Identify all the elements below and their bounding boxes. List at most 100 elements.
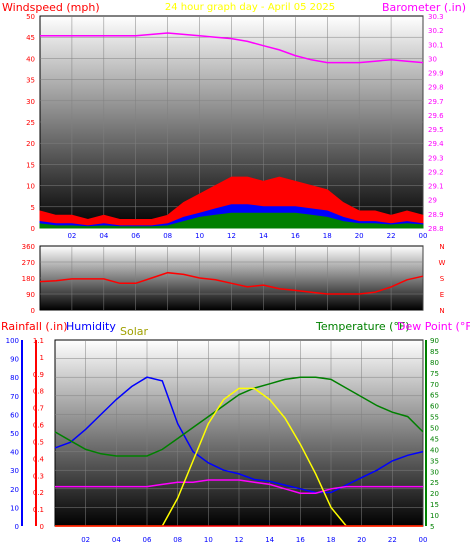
- compass-label: S: [440, 275, 445, 283]
- rainfall-tick-label: 0.5: [33, 438, 44, 446]
- humidity-series-line: [54, 376, 424, 494]
- windspeed-tick-label: 35: [26, 77, 35, 85]
- barometer-tick-label: 30.1: [428, 41, 444, 49]
- windspeed-axis-label: Windspeed (mph): [2, 1, 100, 14]
- temperature-tick-label: 40: [430, 446, 439, 454]
- temperature-axis-label: Temperature (°F): [315, 320, 410, 333]
- temperature-tick-label: 15: [430, 501, 439, 509]
- humidity-tick-label: 90: [10, 356, 19, 364]
- compass-label: N: [439, 307, 444, 315]
- barometer-tick-label: 29.3: [428, 154, 444, 162]
- hour-tick-label: 16: [291, 232, 300, 240]
- climate-grid: [55, 340, 424, 526]
- temperature-tick-label: 20: [430, 490, 439, 498]
- temperature-tick-label: 90: [430, 337, 439, 345]
- hour-tick-label: 22: [387, 232, 396, 240]
- barometer-tick-label: 29.7: [428, 98, 444, 106]
- temperature-tick-label: 50: [430, 425, 439, 433]
- humidity-tick-label: 70: [10, 393, 19, 401]
- windspeed-tick-label: 20: [26, 140, 35, 148]
- barometer-tick-label: 28.8: [428, 225, 444, 233]
- temperature-tick-label: 25: [430, 479, 439, 487]
- humidity-tick-label: 10: [10, 504, 19, 512]
- windspeed-tick-label: 25: [26, 119, 35, 127]
- hour-tick-label: 18: [327, 536, 336, 544]
- hour-tick-label: 06: [143, 536, 152, 544]
- windspeed-tick-label: 40: [26, 55, 35, 63]
- wind-series: [39, 32, 424, 229]
- barometer-tick-label: 30.2: [428, 27, 444, 35]
- humidity-y-ticks: 0 10 20 30 40 50 60 70 80 90 100: [6, 337, 19, 531]
- dew-point-axis-label: Dew Point (°F): [397, 320, 470, 333]
- climate-x-ticks: 02 04 06 08 10 12 14 16 18 20 22 00: [81, 536, 427, 544]
- hour-tick-label: 18: [323, 232, 332, 240]
- humidity-tick-label: 20: [10, 486, 19, 494]
- rainfall-tick-label: 1: [40, 354, 44, 362]
- temperature-tick-label: 80: [430, 359, 439, 367]
- wind-y-ticks: 0 5 10 15 20 25 30 35 40 45 50: [26, 13, 35, 233]
- hour-tick-label: 14: [265, 536, 274, 544]
- wind_avg-series-area: [39, 212, 424, 229]
- compass-label: E: [440, 291, 444, 299]
- temperature-tick-label: 70: [430, 381, 439, 389]
- rainfall-axis-label: Rainfall (.in): [1, 320, 68, 333]
- hour-tick-label: 02: [81, 536, 90, 544]
- barometer-tick-label: 29.2: [428, 168, 444, 176]
- rainfall-tick-label: 0.6: [33, 422, 45, 430]
- humidity-tick-label: 80: [10, 374, 19, 382]
- rainfall-tick-label: 0.2: [33, 489, 44, 497]
- barometer-tick-label: 30: [428, 55, 437, 63]
- rainfall-tick-label: 0.7: [33, 405, 44, 413]
- rainfall-tick-label: 1.1: [33, 337, 44, 345]
- humidity-axis-label: Humidity: [66, 320, 116, 333]
- graph-title: 24 hour graph day - April 05 2025: [165, 2, 335, 13]
- windspeed-tick-label: 0: [31, 225, 35, 233]
- hour-tick-label: 08: [163, 232, 172, 240]
- barometer-tick-label: 29.5: [428, 126, 444, 134]
- humidity-tick-label: 40: [10, 449, 19, 457]
- dew_point-series-line: [55, 479, 423, 494]
- rainfall-tick-label: 0.9: [33, 371, 44, 379]
- hour-tick-label: 10: [204, 536, 213, 544]
- hour-tick-label: 14: [259, 232, 268, 240]
- humidity-tick-label: 0: [15, 523, 19, 531]
- barometer-tick-label: 28.9: [428, 211, 444, 219]
- temperature-tick-label: 85: [430, 348, 439, 356]
- rainfall-tick-label: 0.8: [33, 388, 44, 396]
- barometer-tick-label: 29.1: [428, 183, 444, 191]
- climate-series: [54, 376, 424, 527]
- hour-tick-label: 06: [131, 232, 140, 240]
- temperature-y-ticks: 5 10 15 20 25 30 35 40 45 50 55 60 65 70 75 80 85 90: [430, 337, 439, 531]
- barometer-tick-label: 29.4: [428, 140, 444, 148]
- hour-tick-label: 20: [355, 232, 364, 240]
- humidity-tick-label: 50: [10, 430, 19, 438]
- compass-label: N: [439, 243, 444, 251]
- windspeed-tick-label: 50: [26, 13, 35, 21]
- rainfall-tick-label: 0.1: [33, 506, 44, 514]
- windspeed-tick-label: 30: [26, 98, 35, 106]
- solar-axis-label: Solar: [120, 325, 149, 338]
- compass-label: W: [439, 259, 446, 267]
- direction-tick-label: 270: [22, 259, 35, 267]
- barometer-tick-label: 29.9: [428, 70, 444, 78]
- barometer-axis-label: Barometer (.in): [382, 1, 466, 14]
- direction-y-ticks: 0 90 180 270 360: [22, 243, 35, 315]
- humidity-tick-label: 30: [10, 467, 19, 475]
- temperature-tick-label: 35: [430, 457, 439, 465]
- temperature-tick-label: 60: [430, 403, 439, 411]
- temperature-tick-label: 10: [430, 512, 439, 520]
- windspeed-tick-label: 5: [31, 204, 35, 212]
- hour-tick-label: 20: [357, 536, 366, 544]
- rainfall-tick-label: 0.4: [33, 455, 45, 463]
- hour-tick-label: 08: [173, 536, 182, 544]
- temperature-tick-label: 65: [430, 392, 439, 400]
- barometer-series-line: [40, 32, 424, 64]
- hour-tick-label: 00: [419, 536, 428, 544]
- hour-tick-label: 12: [235, 536, 244, 544]
- temperature-tick-label: 75: [430, 370, 439, 378]
- direction-tick-label: 0: [31, 307, 35, 315]
- barometer-tick-label: 29.6: [428, 112, 444, 120]
- direction-grid: [40, 246, 424, 310]
